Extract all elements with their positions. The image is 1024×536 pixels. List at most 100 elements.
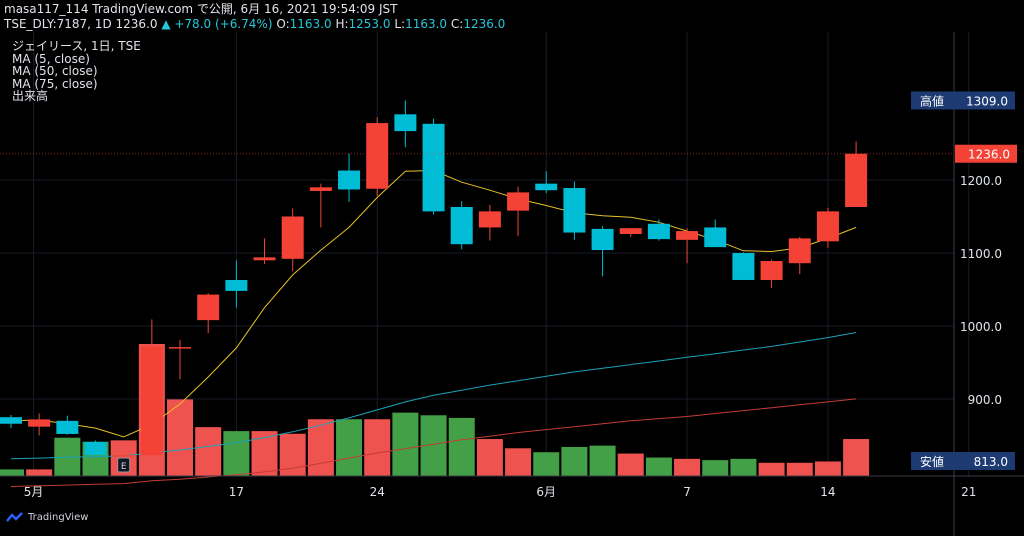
- high-marker-value: 1309.0: [966, 94, 1008, 108]
- volume-bar: [307, 419, 334, 476]
- candle-body: [394, 114, 417, 132]
- volume-bar: [251, 431, 278, 476]
- high-marker-label: 高値: [920, 93, 944, 108]
- candle[interactable]: [28, 413, 51, 436]
- x-tick-label: 17: [229, 485, 244, 499]
- candle[interactable]: [56, 415, 79, 435]
- last-price-badge: 1236.0: [955, 144, 1017, 163]
- volume-bar: [195, 427, 222, 476]
- candle[interactable]: [507, 186, 530, 237]
- y-tick-label: 1200.0: [960, 174, 1002, 188]
- candle[interactable]: [197, 293, 220, 334]
- low-marker-label: 安値: [920, 454, 944, 469]
- candle-body: [169, 347, 192, 349]
- candle[interactable]: [760, 259, 783, 289]
- volume-bar: [26, 469, 53, 476]
- volume-bar: [336, 419, 363, 476]
- candle[interactable]: [0, 414, 22, 429]
- y-tick-label: 900.0: [968, 393, 1002, 407]
- candlestick-chart[interactable]: 900.0 1000.0 1100.0 1200.0 5月 17 24 6月 7 14 21 E 123…: [0, 32, 1024, 536]
- candle[interactable]: [591, 225, 614, 277]
- volume-bar: [758, 462, 785, 476]
- candle[interactable]: [169, 339, 192, 380]
- y-tick-label: 1100.0: [960, 247, 1002, 261]
- candle-body: [281, 216, 304, 259]
- candle[interactable]: [845, 141, 868, 208]
- y-tick-label: 1000.0: [960, 320, 1002, 334]
- candle[interactable]: [619, 228, 642, 237]
- legend-ma50[interactable]: MA (50, close): [12, 64, 98, 78]
- candle[interactable]: [253, 238, 276, 264]
- candle-body: [0, 417, 22, 424]
- close-label: C:: [450, 17, 464, 31]
- candle[interactable]: [676, 228, 699, 264]
- candle-body: [112, 455, 135, 457]
- earnings-marker-box: [117, 457, 131, 473]
- volume-bar: [505, 448, 532, 476]
- low-marker-bg: [911, 452, 1015, 470]
- brand-label: TradingView: [28, 512, 89, 523]
- earnings-marker[interactable]: E: [117, 457, 131, 473]
- legend-volume[interactable]: 出来高: [12, 89, 49, 103]
- candle[interactable]: [732, 252, 755, 280]
- candle-body: [197, 294, 220, 321]
- candle-body: [816, 211, 839, 242]
- candle[interactable]: [338, 153, 361, 202]
- candle[interactable]: [535, 171, 558, 194]
- legend-ma5[interactable]: MA (5, close): [12, 51, 90, 66]
- candle[interactable]: [422, 118, 445, 215]
- legend-title: ジェイリース, 1日, TSE: [12, 39, 141, 53]
- close-value: 1236.0: [463, 17, 506, 31]
- candle[interactable]: [394, 100, 417, 148]
- change-label: ▲ +78.0 (+6.74%): [161, 17, 273, 31]
- volume-bar: [730, 458, 757, 476]
- high-marker-bg: [911, 91, 1015, 110]
- candle[interactable]: [788, 236, 811, 275]
- candle[interactable]: [366, 117, 389, 197]
- open-value: 1163.0: [289, 17, 332, 31]
- candle[interactable]: [478, 204, 501, 241]
- candle[interactable]: [309, 183, 332, 228]
- candle[interactable]: [140, 319, 163, 456]
- candle[interactable]: [281, 208, 304, 272]
- legend-ma75[interactable]: MA (75, close): [12, 76, 98, 91]
- earnings-marker-label: E: [121, 462, 127, 472]
- high-value: 1253.0: [348, 17, 391, 31]
- volume-bar: [392, 412, 419, 476]
- candle-body: [422, 123, 445, 212]
- ohlc-readout: TSE_DLY:7187, 1D 1236.0 ▲ +78.0 (+6.74%)…: [4, 17, 505, 31]
- last-price-badge-bg: [955, 144, 1017, 163]
- low-marker: 安値 813.0: [911, 452, 1015, 470]
- tradingview-logo-icon: [6, 512, 23, 522]
- candle[interactable]: [816, 207, 839, 248]
- candle-body: [760, 261, 783, 280]
- x-tick-label: 6月: [536, 485, 556, 499]
- candle-body: [253, 257, 276, 261]
- low-label: L:: [394, 17, 406, 31]
- candle-body: [647, 223, 670, 240]
- publish-info: masa117_114 TradingView.com で公開, 6月 16, …: [4, 2, 398, 16]
- candle[interactable]: [563, 181, 586, 240]
- candle[interactable]: [450, 201, 473, 250]
- volume-bar: [167, 399, 194, 476]
- candle-body: [619, 228, 642, 235]
- candle-body: [704, 227, 727, 248]
- candle-body: [225, 279, 248, 291]
- volume-bar: [364, 419, 391, 476]
- candle-body: [507, 192, 530, 211]
- ma75-line: [10, 398, 857, 487]
- high-label: H:: [335, 17, 349, 31]
- candle[interactable]: [225, 260, 248, 308]
- volume-bar: [561, 446, 588, 476]
- candle[interactable]: [704, 219, 727, 248]
- volume-bar: [702, 460, 729, 476]
- candle[interactable]: [84, 440, 107, 456]
- candle[interactable]: [647, 219, 670, 241]
- candle-body: [450, 207, 473, 245]
- brand-footer[interactable]: TradingView: [6, 512, 88, 523]
- candle-body: [732, 252, 755, 280]
- candle-body: [28, 419, 51, 427]
- volume-bar: [0, 469, 24, 476]
- candle-body: [535, 183, 558, 191]
